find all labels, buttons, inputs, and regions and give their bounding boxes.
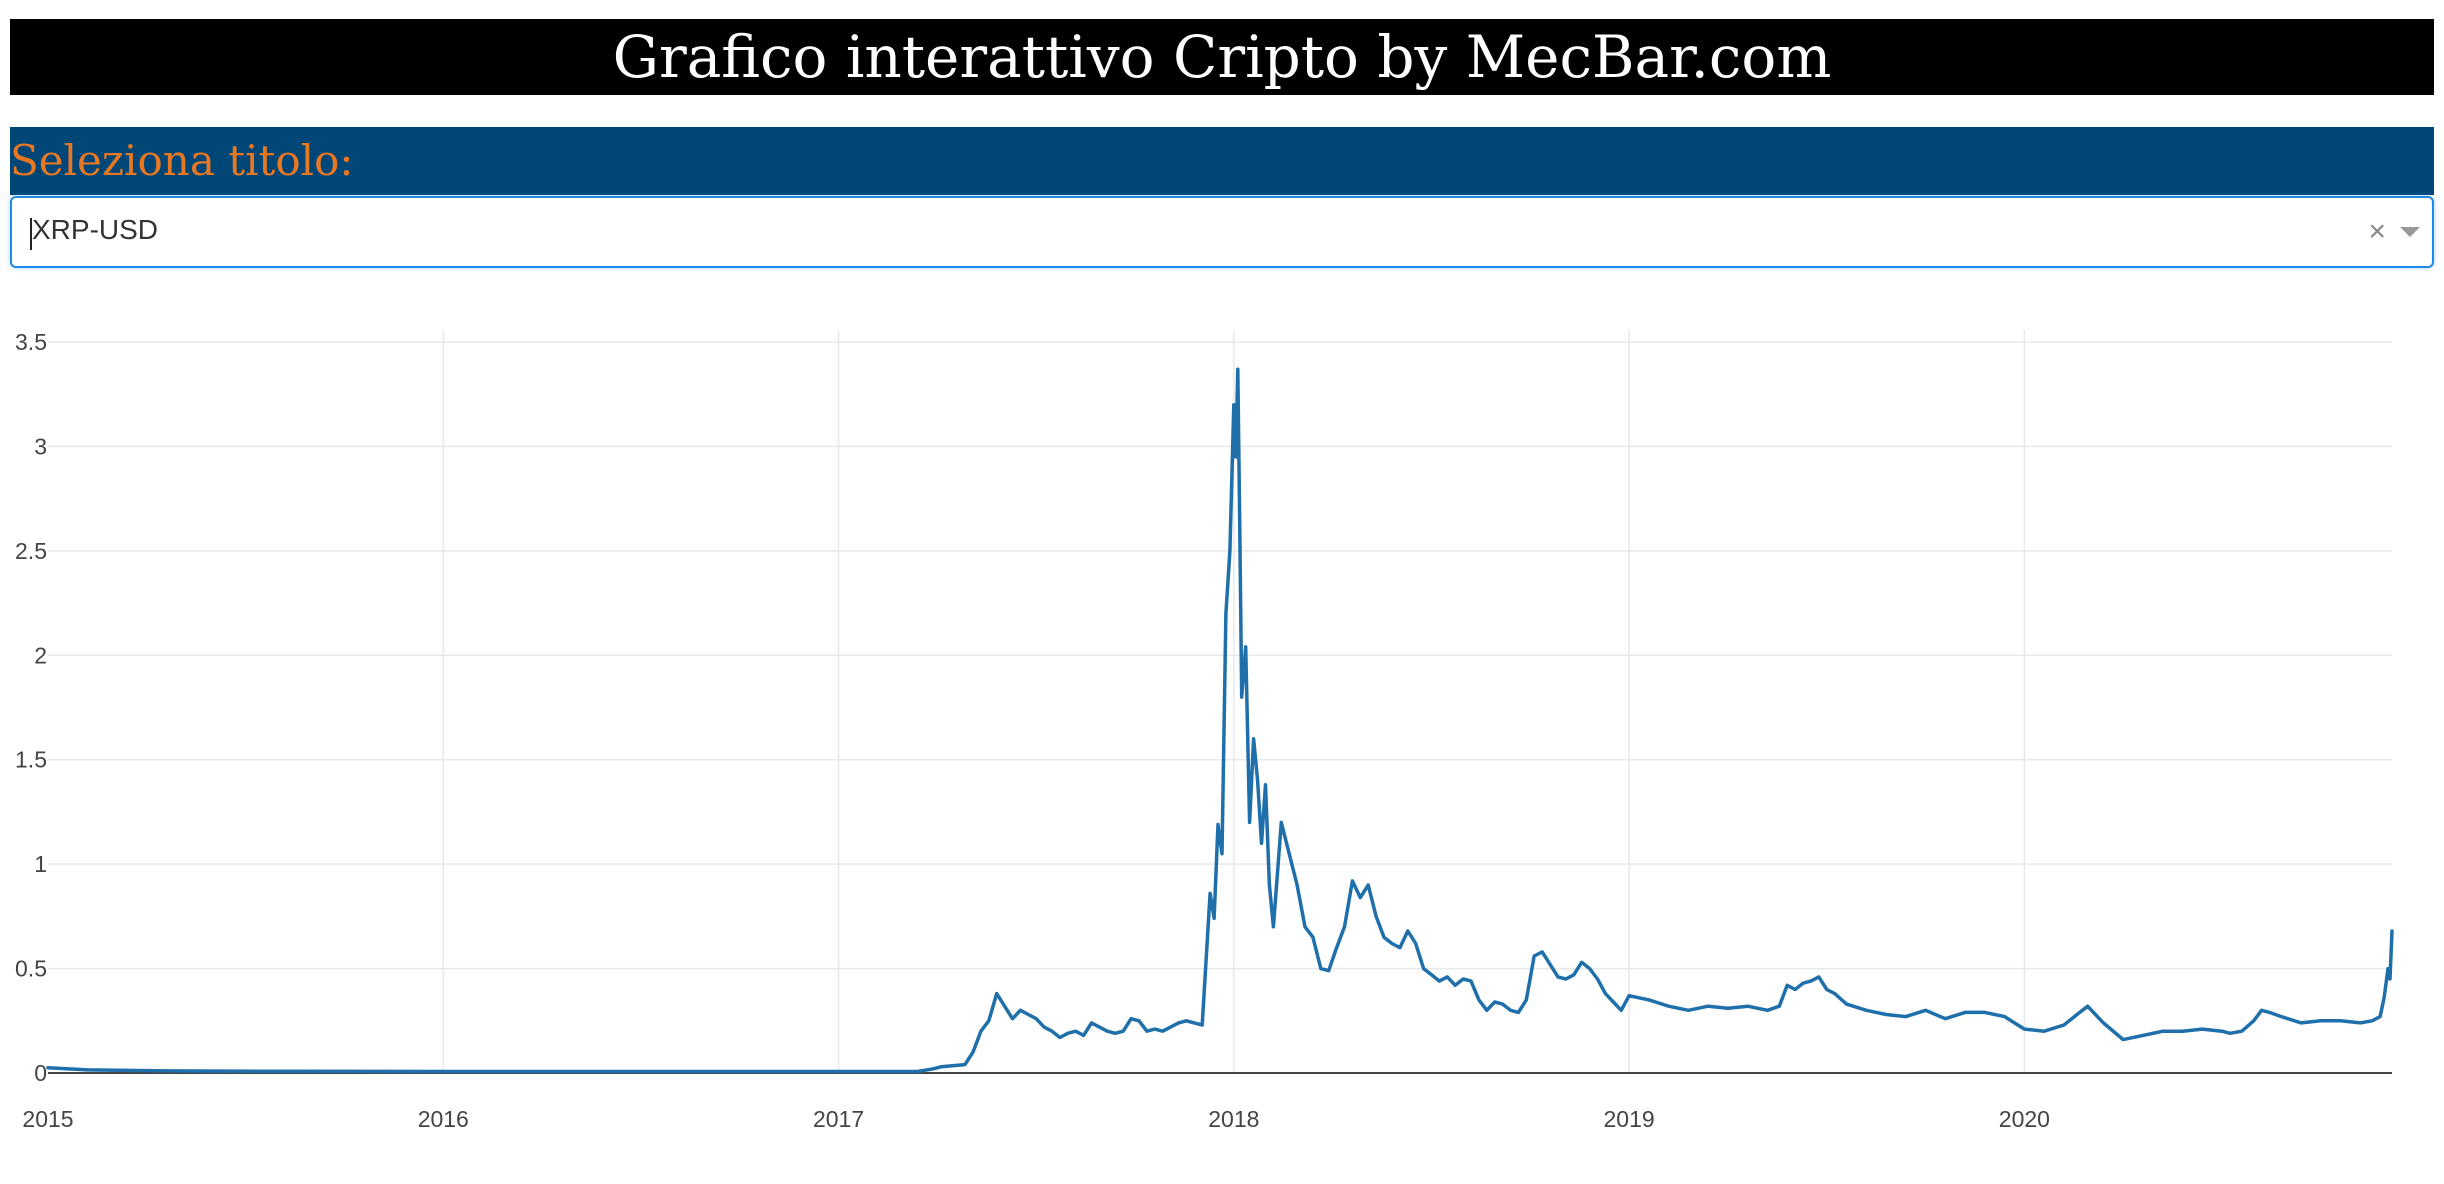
ticker-select[interactable]: XRP-USD × — [10, 196, 2434, 268]
x-tick-label: 2018 — [1208, 1106, 1259, 1132]
close-icon[interactable]: × — [2368, 215, 2386, 248]
y-tick-label: 1 — [34, 851, 47, 877]
y-tick-label: 0 — [34, 1060, 47, 1086]
line-layer — [46, 367, 2394, 1074]
page-title: Grafico interattivo Cripto by MecBar.com — [10, 19, 2434, 95]
x-tick-label: 2020 — [1999, 1106, 2050, 1132]
y-tick-label: 3 — [34, 433, 47, 459]
y-tick-label: 0.5 — [15, 956, 47, 982]
chevron-down-icon[interactable] — [2400, 227, 2420, 237]
axis-layer: 0 0.5 1 1.5 2 2.5 3 3.5 2015 2016 2017 2018 2019 2020 — [15, 329, 2392, 1132]
x-tick-label: 2017 — [813, 1106, 864, 1132]
series-line[interactable] — [46, 367, 2394, 1074]
price-chart[interactable]: 0 0.5 1 1.5 2 2.5 3 3.5 2015 2016 2017 2018 2019 2020 — [0, 300, 2444, 1180]
x-tick-label: 2016 — [418, 1106, 469, 1132]
grid-layer — [48, 330, 2392, 1073]
text-cursor — [30, 218, 32, 250]
y-tick-label: 2 — [34, 642, 47, 668]
select-label: Seleziona titolo: — [10, 127, 2434, 195]
y-tick-label: 1.5 — [15, 747, 47, 773]
x-tick-label: 2019 — [1604, 1106, 1655, 1132]
ticker-select-value[interactable]: XRP-USD — [32, 214, 159, 245]
x-tick-label: 2015 — [22, 1106, 73, 1132]
y-tick-label: 3.5 — [15, 329, 47, 355]
y-tick-label: 2.5 — [15, 538, 47, 564]
